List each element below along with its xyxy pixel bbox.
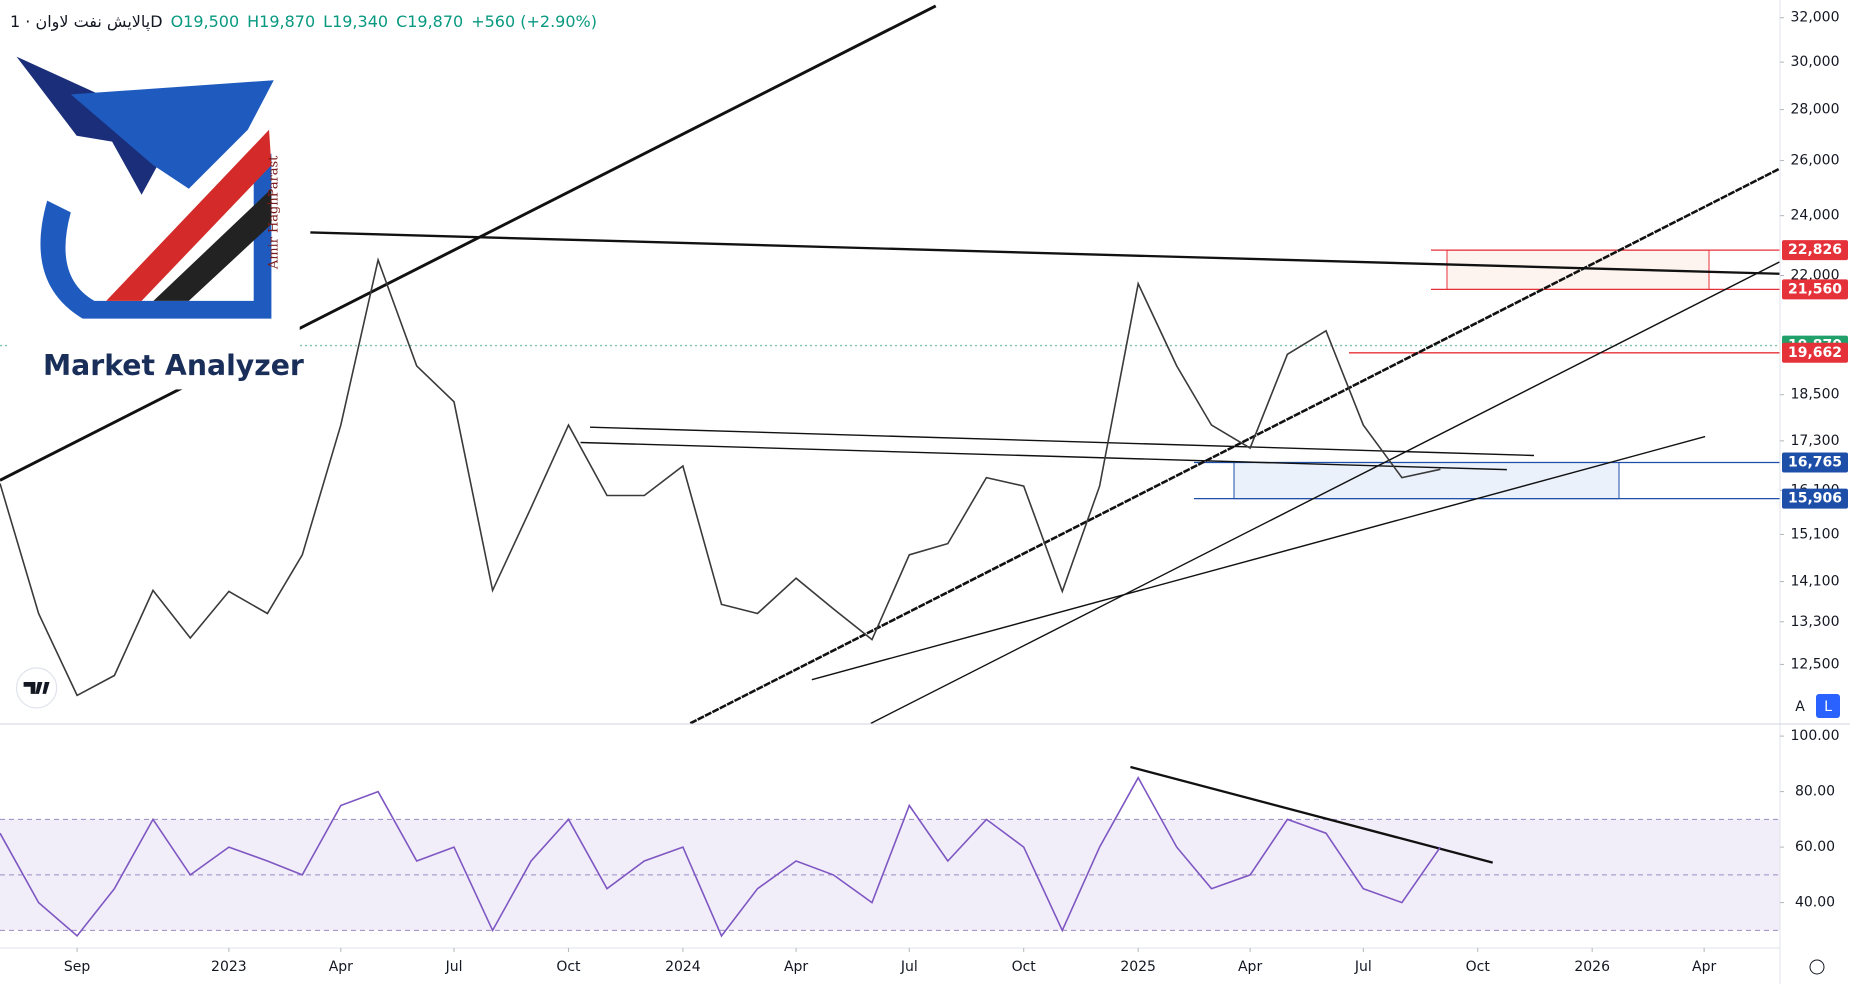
logo-bird [16, 56, 178, 195]
symbol-title: پالایش نفت لاوان · 1D [10, 12, 163, 31]
y-tick-label: 26,000 [1791, 153, 1840, 169]
x-tick-label: Apr [1238, 959, 1262, 975]
drawings [0, 4, 1781, 864]
x-tick-label: Oct [1012, 959, 1037, 975]
ohlc: +560 (+2.90%) [471, 12, 597, 31]
y-tick-label: 30,000 [1791, 54, 1840, 70]
x-tick-label: Apr [1692, 959, 1716, 975]
logo-stripe [153, 188, 272, 301]
y-tick-label: 28,000 [1791, 102, 1840, 118]
trend-line [580, 441, 1507, 471]
price-tag [1782, 342, 1848, 363]
header: پالایش نفت لاوان · 1D O19,500 H19,870 L1… [10, 12, 597, 31]
price-tag-label: 21,560 [1788, 281, 1842, 297]
zone [1233, 461, 1620, 500]
x-tick-label: Jul [1354, 959, 1372, 975]
ohlc: H19,870 [247, 12, 316, 31]
y-tick-label: 15,100 [1791, 526, 1840, 542]
x-tick-label: 2026 [1574, 959, 1610, 975]
y-tick-label: 12,500 [1791, 656, 1840, 672]
trend-line [310, 231, 1780, 275]
x-tick-label: 2024 [665, 959, 701, 975]
x-tick-label: Apr [329, 959, 353, 975]
button-label[interactable]: L [1824, 699, 1832, 715]
x-tick-label: Jul [900, 959, 918, 975]
button[interactable] [1816, 694, 1840, 718]
trend-line [589, 426, 1535, 457]
x-tick-label: 2023 [211, 959, 247, 975]
price-tag-label: 15,906 [1788, 491, 1842, 507]
trend-line [0, 4, 937, 482]
price-tag [1782, 488, 1848, 509]
x-tick-label: Apr [784, 959, 808, 975]
logo-swoosh [40, 153, 272, 319]
y-tick-label: 80.00 [1795, 784, 1835, 800]
x-tick-label: Oct [1466, 959, 1491, 975]
logo: Market Analyzer Amir HaghParast [9, 47, 304, 709]
x-tick-label: Sep [64, 959, 91, 975]
button-label[interactable]: A [1795, 699, 1805, 715]
trend-line [870, 261, 1780, 724]
y-tick-label: 18,500 [1791, 387, 1840, 403]
x-tick-label: Oct [556, 959, 581, 975]
ohlc: L19,340 [323, 12, 389, 31]
price-tag-label: 16,765 [1788, 454, 1842, 470]
y-tick-label: 24,000 [1791, 208, 1840, 224]
price-tag [1782, 279, 1848, 300]
price-tag-label: 22,826 [1788, 242, 1842, 258]
price-line [0, 257, 1441, 697]
logo-wing [70, 80, 274, 189]
price-tag-label: 19,662 [1788, 345, 1842, 361]
trend-line [811, 435, 1706, 681]
y-tick-label: 14,100 [1791, 574, 1840, 590]
y-tick-label: 60.00 [1795, 839, 1835, 855]
trend-line [689, 167, 1781, 725]
logo-stripe [106, 129, 272, 301]
x-tick-label: Jul [445, 959, 463, 975]
y-tick-label: 32,000 [1791, 10, 1840, 26]
settings-icon[interactable] [1809, 959, 1825, 975]
ohlc: C19,870 [396, 12, 464, 31]
y-tick-label: 13,300 [1791, 614, 1840, 630]
x-tick-label: 2025 [1120, 959, 1156, 975]
rsi-band [0, 819, 1780, 931]
ohlc: O19,500 [170, 12, 240, 31]
logo-text-bg [54, 349, 293, 383]
logo-author: Amir HaghParast [266, 155, 281, 270]
price-tag [1782, 452, 1848, 473]
rsi-trend-line [1130, 765, 1494, 864]
price-line [0, 776, 1442, 938]
y-tick-label: 17,300 [1791, 433, 1840, 449]
y-tick-label: 100.00 [1791, 728, 1840, 744]
button[interactable] [1788, 694, 1812, 718]
logo-title: Market Analyzer [43, 349, 304, 382]
y-tick-label: 40.00 [1795, 895, 1835, 911]
price-tag [1782, 240, 1848, 261]
